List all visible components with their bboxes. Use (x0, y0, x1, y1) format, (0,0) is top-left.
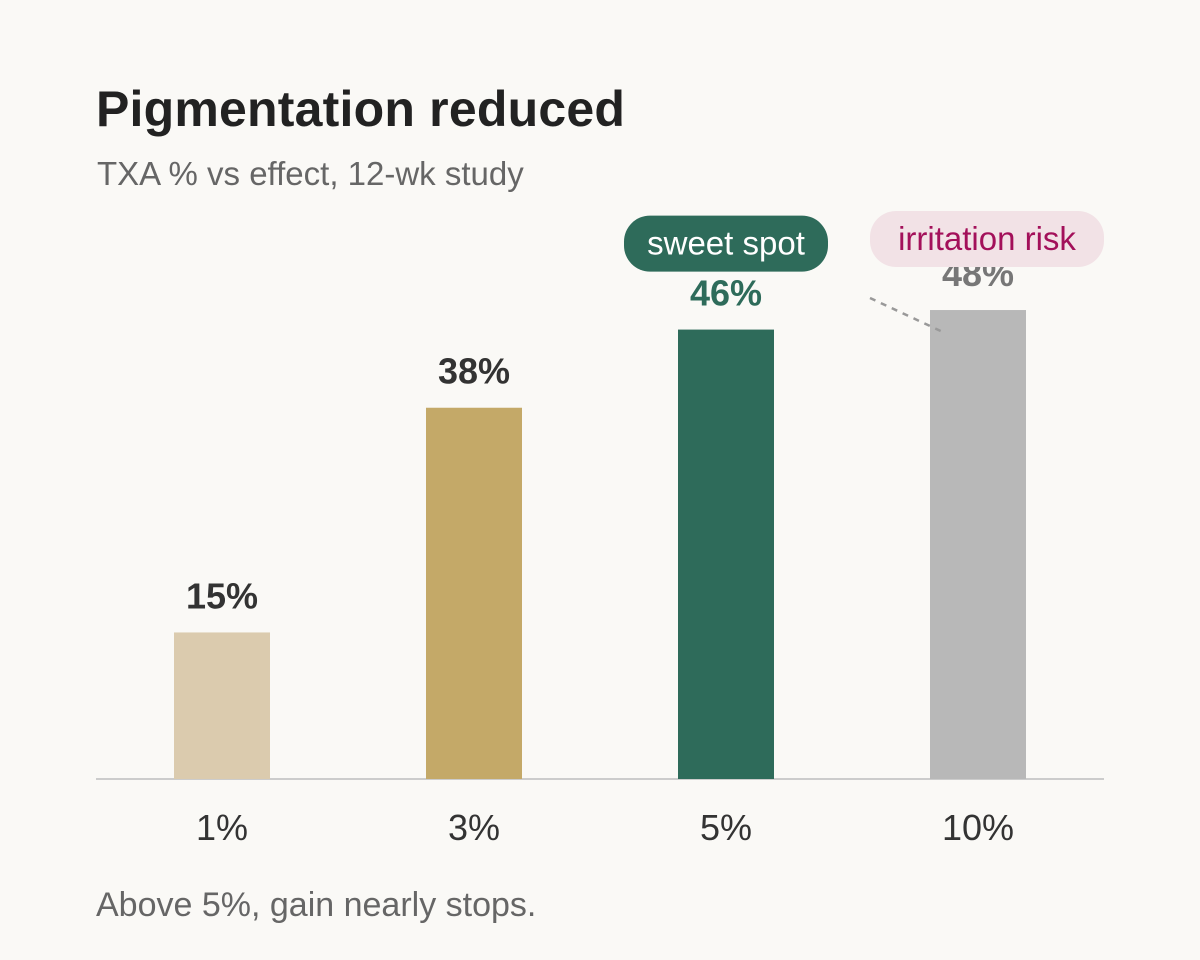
annotation-connector-irritation-risk (869, 296, 946, 335)
annotation-text-sweet-spot: sweet spot (647, 225, 805, 262)
category-label-5pct: 5% (700, 807, 752, 848)
category-label-3pct: 3% (448, 807, 500, 848)
category-label-1pct: 1% (196, 807, 248, 848)
annotation-badge-sweet-spot (624, 215, 828, 272)
annotation-badge-irritation-risk (870, 211, 1104, 267)
chart-subtitle: TXA % vs effect, 12-wk study (97, 155, 524, 192)
bar-3pct (426, 407, 522, 779)
bar-10pct (930, 310, 1026, 779)
value-labels-group: 15%38%46% 48% (186, 253, 1014, 616)
annotation-irritation-risk: irritation risk (869, 211, 1104, 335)
annotation-text-irritation-risk: irritation risk (898, 220, 1076, 257)
bars-group (174, 310, 1026, 779)
category-label-10pct: 10% (942, 807, 1014, 848)
value-label-5pct: 46% (690, 273, 762, 314)
value-label-3pct: 38% (438, 351, 510, 392)
bar-1pct (174, 632, 270, 779)
value-label-1pct: 15% (186, 575, 258, 616)
annotations-group: sweet spot irritation risk (624, 211, 1104, 335)
annotation-sweet-spot: sweet spot (624, 215, 828, 272)
bar-5pct (678, 329, 774, 779)
category-labels-group: 1% 3% 5% 10% (196, 807, 1014, 848)
chart-footnote: Above 5%, gain nearly stops. (96, 886, 537, 924)
chart-title: Pigmentation reduced (96, 81, 626, 137)
